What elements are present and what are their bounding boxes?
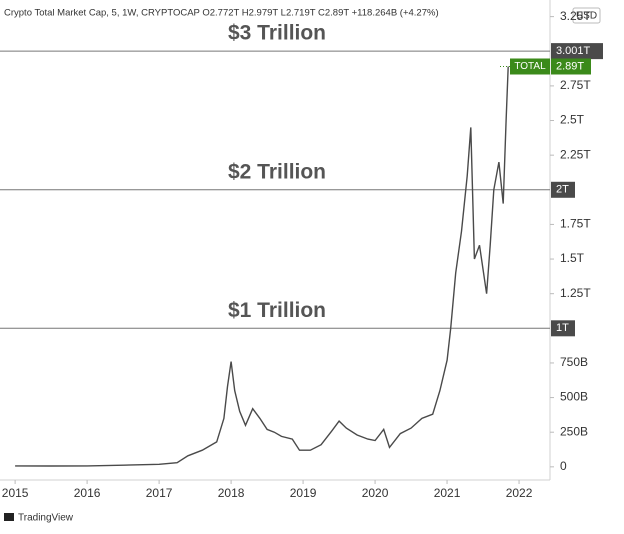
y-tick-label: 2.5T <box>560 113 585 127</box>
level-annotation: $1 Trillion <box>228 299 326 322</box>
x-tick-label: 2015 <box>2 486 29 500</box>
y-tick-label: 750B <box>560 355 588 369</box>
level-price-box <box>551 320 575 337</box>
y-tick-label: 500B <box>560 390 588 404</box>
last-name-box <box>510 58 550 75</box>
last-price-box <box>551 58 591 75</box>
last-price-label: 2.89T <box>556 60 584 72</box>
x-tick-label: 2016 <box>74 486 101 500</box>
level-price-label: 1T <box>556 322 569 334</box>
y-tick-label: 1.75T <box>560 217 591 231</box>
y-tick-label: 250B <box>560 424 588 438</box>
level-price-box <box>551 43 603 60</box>
x-tick-label: 2021 <box>434 486 461 500</box>
y-tick-label: 0 <box>560 459 567 473</box>
level-annotation: $3 Trillion <box>228 22 326 45</box>
currency-box[interactable] <box>572 7 601 24</box>
header-legend: Crypto Total Market Cap, 5, 1W, CRYPTOCA… <box>4 8 439 19</box>
last-name: TOTAL <box>514 61 546 72</box>
x-tick-label: 2017 <box>146 486 173 500</box>
x-tick-label: 2018 <box>218 486 245 500</box>
y-tick-label: 3.25T <box>560 9 591 23</box>
level-annotation: $2 Trillion <box>228 160 326 183</box>
brand: TradingView <box>18 513 74 524</box>
x-tick-label: 2019 <box>290 486 317 500</box>
y-tick-label: 1.5T <box>560 251 585 265</box>
y-tick-label: 2.25T <box>560 147 591 161</box>
brand-logo <box>4 513 14 521</box>
y-tick-label: 2.75T <box>560 78 591 92</box>
x-tick-label: 2022 <box>506 486 533 500</box>
currency[interactable]: USD <box>576 11 597 22</box>
level-price-label: 3.001T <box>556 45 591 57</box>
level-price-label: 2T <box>556 184 569 196</box>
x-tick-label: 2020 <box>362 486 389 500</box>
price-line <box>15 66 509 467</box>
level-price-box <box>551 181 575 198</box>
y-tick-label: 1.25T <box>560 286 591 300</box>
